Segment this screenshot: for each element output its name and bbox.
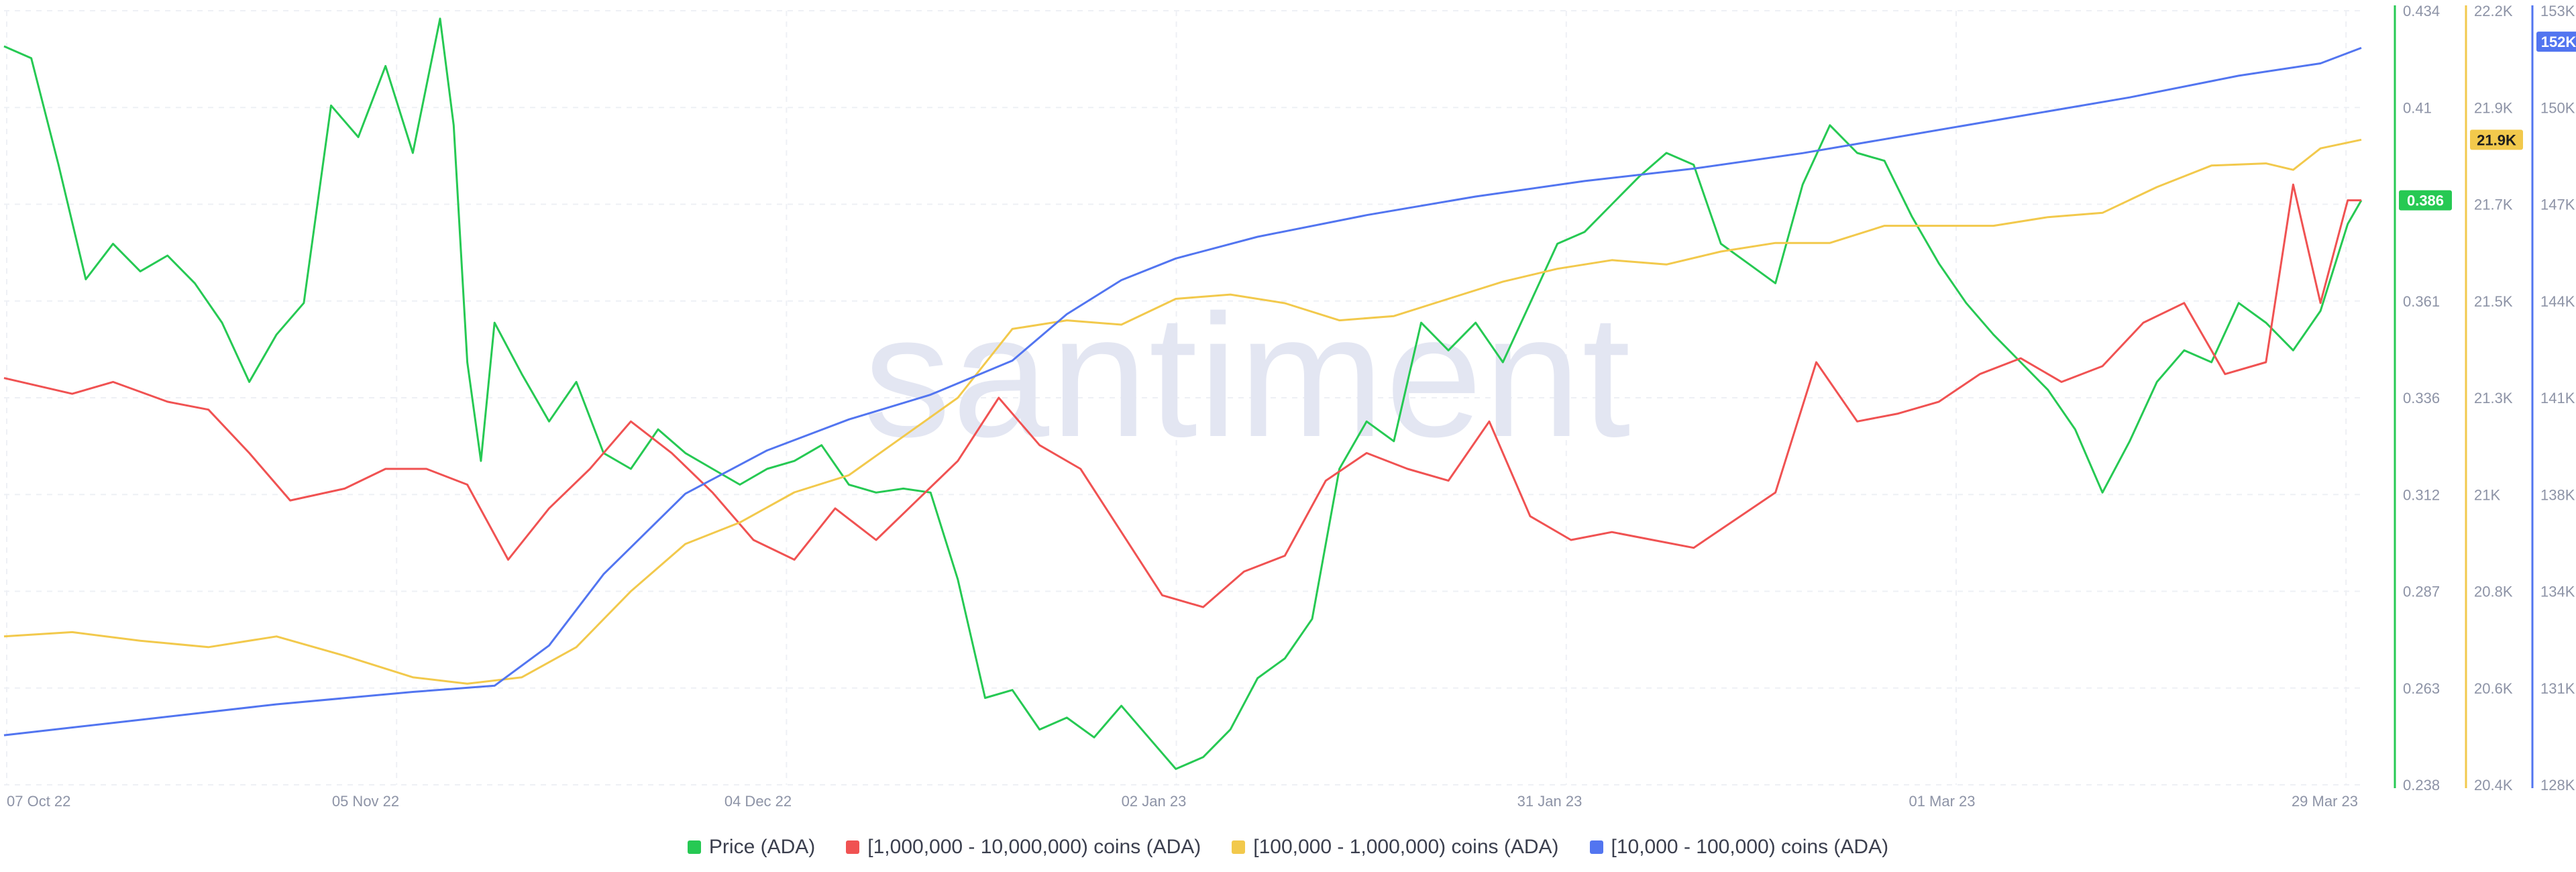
holders_100k_1m-current-badge <box>2470 129 2523 150</box>
price-current-value: 0.386 <box>2407 193 2444 209</box>
x-tick-label: 05 Nov 22 <box>332 793 399 810</box>
holders_10k_100k-tick-label: 141K <box>2540 390 2575 406</box>
watermark: santiment <box>863 279 1631 474</box>
x-tick-label: 01 Mar 23 <box>1909 793 1975 810</box>
legend-swatch <box>1232 840 1246 854</box>
price-current-badge <box>2399 190 2452 211</box>
x-tick-label: 07 Oct 22 <box>7 793 70 810</box>
legend-swatch <box>687 840 701 854</box>
series-line-2 <box>3 138 2362 685</box>
holders_100k_1m-current-value: 21.9K <box>2477 131 2516 148</box>
legend-swatch <box>846 840 860 854</box>
price-tick-label: 0.361 <box>2403 293 2440 310</box>
legend-label: [10,000 - 100,000) coins (ADA) <box>1611 836 1889 858</box>
holders_100k_1m-tick-label: 22.2K <box>2474 3 2513 19</box>
holders_10k_100k-tick-label: 147K <box>2540 197 2575 213</box>
legend-item[interactable]: [10,000 - 100,000) coins (ADA) <box>1589 836 1889 859</box>
holders_10k_100k-tick-label: 138K <box>2540 486 2575 503</box>
x-tick-label: 29 Mar 23 <box>2292 793 2358 810</box>
legend-label: [100,000 - 1,000,000) coins (ADA) <box>1253 836 1559 858</box>
legend: Price (ADA) [1,000,000 - 10,000,000) coin… <box>0 830 2576 864</box>
price-tick-label: 0.287 <box>2403 584 2440 600</box>
x-tick-label: 04 Dec 22 <box>724 793 792 810</box>
gridlines <box>4 10 2361 785</box>
holders_100k_1m-tick-label: 20.6K <box>2474 680 2513 697</box>
holders_10k_100k-current-badge <box>2536 32 2576 52</box>
series-layer <box>3 17 2363 770</box>
holders_10k_100k-tick-label: 144K <box>2540 293 2575 310</box>
holders_100k_1m-tick-label: 20.4K <box>2474 777 2513 794</box>
holders_100k_1m-tick-label: 21K <box>2474 486 2500 503</box>
series-line-3 <box>3 46 2362 737</box>
legend-swatch <box>1589 840 1603 854</box>
holders_10k_100k-current-value: 152K <box>2541 34 2576 50</box>
holders_100k_1m-tick-label: 21.7K <box>2474 197 2513 213</box>
axes-layer: 0.4340.410.3850.3610.3360.3120.2870.2630… <box>2394 3 2575 794</box>
price-tick-label: 0.238 <box>2403 777 2440 794</box>
series-line-0 <box>3 17 2363 770</box>
x-tick-label: 31 Jan 23 <box>1517 793 1582 810</box>
holders_10k_100k-tick-label: 131K <box>2540 680 2575 697</box>
legend-item[interactable]: Price (ADA) <box>687 836 816 859</box>
price-tick-label: 0.263 <box>2403 680 2440 697</box>
holders_10k_100k-tick-label: 134K <box>2540 584 2575 600</box>
legend-label: Price (ADA) <box>708 836 816 858</box>
holders_100k_1m-tick-label: 21.5K <box>2474 293 2513 310</box>
price-tick-label: 0.336 <box>2403 390 2440 406</box>
series-line-1 <box>3 183 2361 608</box>
legend-item[interactable]: [1,000,000 - 10,000,000) coins (ADA) <box>846 836 1201 859</box>
legend-item[interactable]: [100,000 - 1,000,000) coins (ADA) <box>1232 836 1559 859</box>
holders_10k_100k-tick-label: 150K <box>2540 99 2575 116</box>
x-axis: 07 Oct 22 05 Nov 22 04 Dec 22 02 Jan 23 31 J… <box>7 793 2358 810</box>
x-tick-label: 02 Jan 23 <box>1122 793 1187 810</box>
price-tick-label: 0.41 <box>2403 99 2432 116</box>
holders_100k_1m-tick-label: 21.3K <box>2474 390 2513 406</box>
holders_100k_1m-tick-label: 21.9K <box>2474 99 2513 116</box>
price-tick-label: 0.434 <box>2403 3 2440 19</box>
legend-label: [1,000,000 - 10,000,000) coins (ADA) <box>867 836 1201 858</box>
holders_100k_1m-tick-label: 20.8K <box>2474 584 2513 600</box>
badges-layer: 0.386 21.9K 152K <box>2399 32 2576 211</box>
holders_10k_100k-tick-label: 128K <box>2540 777 2575 794</box>
price-tick-label: 0.312 <box>2403 486 2440 503</box>
holders_10k_100k-tick-label: 153K <box>2540 3 2575 19</box>
